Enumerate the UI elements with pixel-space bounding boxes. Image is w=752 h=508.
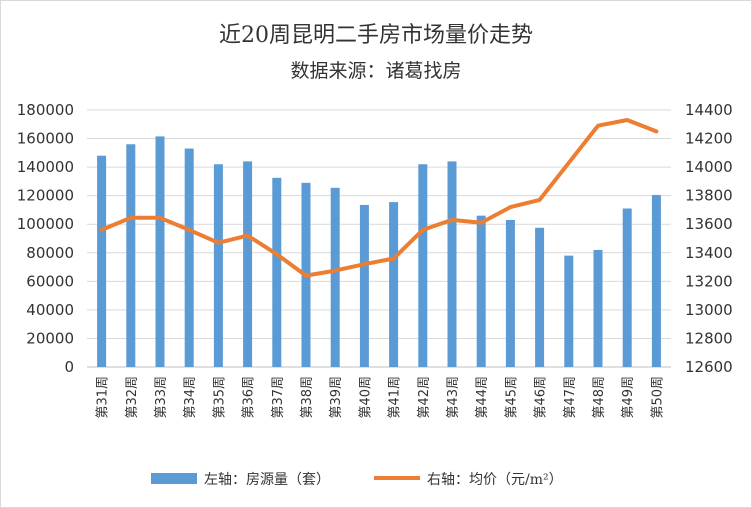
right-tick-label: 14000 [685,158,733,176]
x-tick-label: 第35周 [212,376,227,419]
x-axis: 第31周 第32周 第33周 第34周 第35周 第36周 第37周 第38周 第39周 第40周… [96,376,666,419]
x-tick-label: 第47周 [563,376,578,419]
x-tick-label: 第37周 [271,376,286,419]
price-line[interactable] [99,118,659,278]
x-tick-label: 第43周 [446,376,461,419]
x-tick-label: 第40周 [358,376,373,419]
bar[interactable] [213,164,223,367]
x-tick-label: 第46周 [534,376,549,419]
left-tick-label: 40000 [26,301,74,319]
right-tick-label: 14400 [685,101,733,119]
left-tick-label: 140000 [17,158,74,176]
bar[interactable] [272,177,282,367]
bar-series [97,136,661,367]
left-tick-label: 120000 [17,187,74,205]
bar[interactable] [389,202,399,367]
bar[interactable] [359,204,369,367]
bar[interactable] [476,215,486,367]
left-tick-label: 60000 [26,272,74,290]
left-tick-label: 0 [64,358,74,376]
x-tick-label: 第50周 [650,376,665,419]
x-tick-label: 第44周 [475,376,490,419]
x-tick-label: 第49周 [621,376,636,419]
bar[interactable] [243,161,253,367]
x-tick-label: 第32周 [125,376,140,419]
line-series [99,118,659,278]
bar[interactable] [418,164,428,367]
right-tick-label: 13400 [685,244,733,262]
bar[interactable] [330,187,340,367]
left-tick-label: 180000 [17,101,74,119]
x-tick-label: 第31周 [96,376,111,419]
right-axis: 12600 12800 13000 13200 13400 13600 13800 14000… [685,101,733,376]
right-tick-label: 13600 [685,215,733,233]
chart-title: 近20周昆明二手房市场量价走势 [219,23,533,48]
bar[interactable] [505,219,515,367]
right-tick-label: 12800 [685,329,733,347]
x-tick-label: 第38周 [300,376,315,419]
legend-line-label: 右轴：均价（元/m²） [427,472,563,488]
right-tick-label: 14200 [685,130,733,148]
left-axis: 0 20000 40000 60000 80000 100000 120000 140000 1… [17,101,74,376]
legend-bar-swatch [151,473,197,484]
gridlines [87,109,671,368]
x-tick-label: 第33周 [154,376,169,419]
bar[interactable] [155,136,165,367]
bar[interactable] [564,255,574,367]
bar[interactable] [622,208,632,367]
x-tick-label: 第36周 [242,376,257,419]
x-tick-label: 第34周 [183,376,198,419]
right-tick-label: 13000 [685,301,733,319]
right-tick-label: 13800 [685,187,733,205]
x-tick-label: 第41周 [388,376,403,419]
left-tick-label: 160000 [17,130,74,148]
x-tick-label: 第45周 [504,376,519,419]
bar[interactable] [651,194,661,367]
bar[interactable] [593,249,603,367]
bar[interactable] [97,155,107,367]
legend[interactable]: 左轴：房源量（套） 右轴：均价（元/m²） [151,472,563,488]
x-tick-label: 第48周 [592,376,607,419]
legend-bar-label: 左轴：房源量（套） [204,472,330,488]
x-tick-label: 第39周 [329,376,344,419]
right-tick-label: 13200 [685,272,733,290]
bar[interactable] [126,144,136,367]
bar[interactable] [184,148,194,367]
bar[interactable] [535,227,545,367]
left-tick-label: 20000 [26,329,74,347]
left-tick-label: 100000 [17,215,74,233]
right-tick-label: 12600 [685,358,733,376]
chart-subtitle: 数据来源：诸葛找房 [290,60,461,82]
left-tick-label: 80000 [26,244,74,262]
x-tick-label: 第42周 [417,376,432,419]
bar[interactable] [447,161,457,367]
